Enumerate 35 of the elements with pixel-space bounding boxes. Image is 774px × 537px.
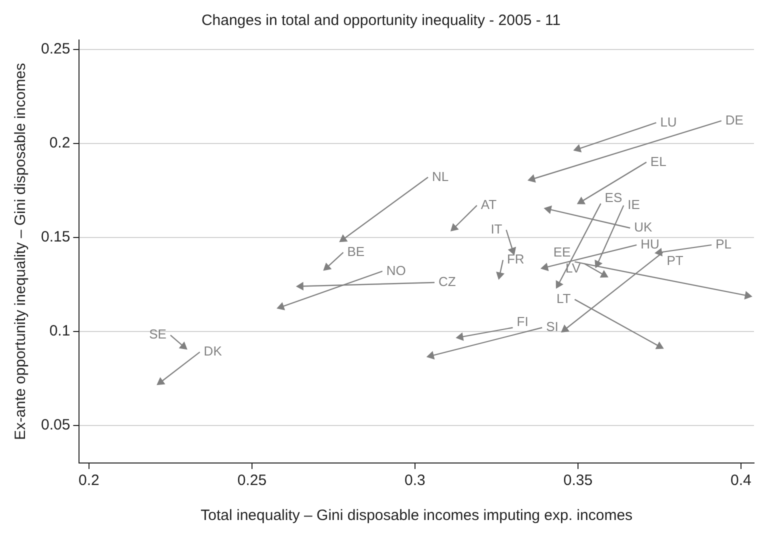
x-tick-label: 0.4 <box>730 472 752 490</box>
series-label: NO <box>386 262 406 278</box>
series-label: UK <box>634 220 653 235</box>
series-label: NL <box>432 168 449 184</box>
series-label: SI <box>546 319 558 334</box>
x-tick-label: 0.35 <box>563 472 593 490</box>
y-tick-label: 0.2 <box>49 134 70 152</box>
series-label: DE <box>725 112 744 128</box>
series-label: EL <box>650 154 666 169</box>
series-label: FR <box>506 252 524 267</box>
y-tick-label: 0.25 <box>40 40 70 58</box>
y-tick-label: 0.1 <box>49 322 70 340</box>
chart-title: Changes in total and opportunity inequality - 2005 - 11 <box>201 12 561 30</box>
x-tick-label: 0.25 <box>237 472 267 490</box>
series-label: LT <box>556 291 571 306</box>
series-label: PL <box>716 236 732 252</box>
x-tick-label: 0.3 <box>404 472 426 490</box>
series-label: IE <box>628 197 640 212</box>
series-label: CZ <box>438 274 456 290</box>
y-tick-label: 0.05 <box>40 416 70 434</box>
series-label: SE <box>149 326 167 342</box>
x-axis-title: Total inequality – Gini disposable incomes imputing exp. incomes <box>200 507 633 524</box>
series-label: AT <box>480 197 497 212</box>
y-tick-label: 0.15 <box>40 228 70 246</box>
x-tick-label: 0.2 <box>78 472 100 490</box>
series-label: ES <box>604 190 622 206</box>
series-label: LU <box>660 114 677 130</box>
y-axis-title: Ex-ante opportunity inequality – Gini disposable incomes <box>12 63 30 440</box>
series-label: HU <box>640 236 660 252</box>
series-label: DK <box>204 344 222 359</box>
series-label: BE <box>347 244 365 260</box>
series-label: FI <box>516 314 528 330</box>
series-label: EE <box>553 244 572 260</box>
series-label: IT <box>490 221 502 236</box>
series-label: PT <box>666 253 684 268</box>
